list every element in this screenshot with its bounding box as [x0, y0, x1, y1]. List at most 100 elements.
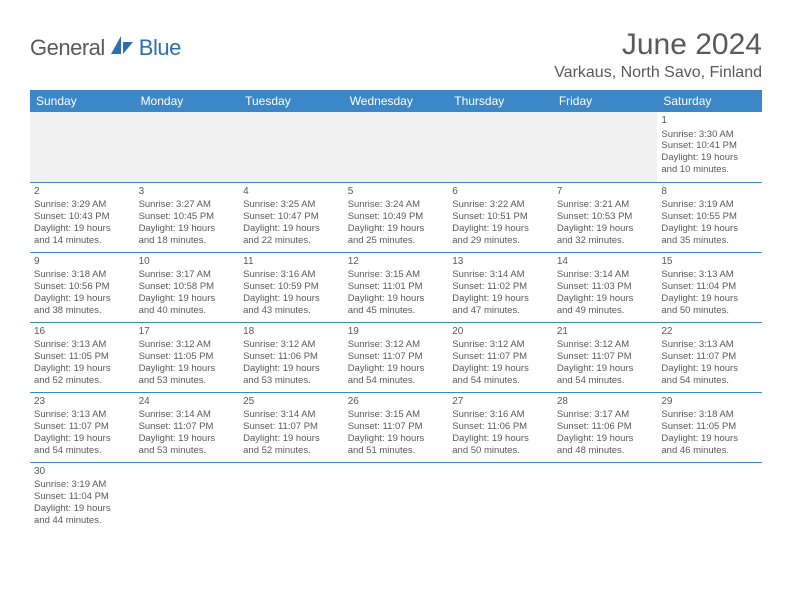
day-number: 3	[139, 186, 236, 199]
calendar-cell: 15Sunrise: 3:13 AMSunset: 11:04 PMDaylig…	[657, 252, 762, 322]
day-info-line: and 49 minutes.	[557, 305, 654, 317]
day-number: 20	[452, 326, 549, 339]
day-info-line: Sunrise: 3:13 AM	[34, 339, 131, 351]
day-info-line: Daylight: 19 hours	[348, 293, 445, 305]
day-info-line: and 54 minutes.	[661, 375, 758, 387]
calendar-cell: 10Sunrise: 3:17 AMSunset: 10:58 PMDaylig…	[135, 252, 240, 322]
day-info-line: and 54 minutes.	[557, 375, 654, 387]
day-info-line: Sunrise: 3:18 AM	[661, 409, 758, 421]
day-number: 30	[34, 466, 131, 479]
day-header: Wednesday	[344, 90, 449, 112]
day-info-line: Daylight: 19 hours	[661, 433, 758, 445]
month-title: June 2024	[554, 28, 762, 62]
day-number: 7	[557, 186, 654, 199]
day-info-line: Daylight: 19 hours	[139, 363, 236, 375]
day-number: 13	[452, 256, 549, 269]
day-number: 2	[34, 186, 131, 199]
day-info-line: Sunrise: 3:14 AM	[452, 269, 549, 281]
day-info-line: Daylight: 19 hours	[139, 223, 236, 235]
day-number: 19	[348, 326, 445, 339]
calendar-cell	[30, 112, 135, 182]
day-info-line: Daylight: 19 hours	[348, 223, 445, 235]
day-info-line: Sunset: 10:59 PM	[243, 281, 340, 293]
calendar-cell: 28Sunrise: 3:17 AMSunset: 11:06 PMDaylig…	[553, 392, 658, 462]
day-header: Thursday	[448, 90, 553, 112]
day-info-line: Sunset: 10:53 PM	[557, 211, 654, 223]
calendar-cell	[553, 112, 658, 182]
day-info-line: and 32 minutes.	[557, 235, 654, 247]
day-info-line: and 45 minutes.	[348, 305, 445, 317]
day-info-line: and 50 minutes.	[661, 305, 758, 317]
day-info-line: and 52 minutes.	[243, 445, 340, 457]
day-info-line: Daylight: 19 hours	[34, 363, 131, 375]
calendar-week-row: 2Sunrise: 3:29 AMSunset: 10:43 PMDayligh…	[30, 182, 762, 252]
day-info-line: Sunset: 10:43 PM	[34, 211, 131, 223]
calendar-cell: 24Sunrise: 3:14 AMSunset: 11:07 PMDaylig…	[135, 392, 240, 462]
calendar-week-row: 16Sunrise: 3:13 AMSunset: 11:05 PMDaylig…	[30, 322, 762, 392]
day-number: 1	[661, 115, 758, 128]
calendar-cell: 12Sunrise: 3:15 AMSunset: 11:01 PMDaylig…	[344, 252, 449, 322]
day-header: Saturday	[657, 90, 762, 112]
day-info-line: Sunrise: 3:12 AM	[243, 339, 340, 351]
day-info-line: Sunset: 11:07 PM	[348, 421, 445, 433]
day-info-line: Sunrise: 3:19 AM	[34, 479, 131, 491]
day-info-line: Daylight: 19 hours	[243, 363, 340, 375]
calendar-week-row: 9Sunrise: 3:18 AMSunset: 10:56 PMDayligh…	[30, 252, 762, 322]
day-info-line: Daylight: 19 hours	[452, 223, 549, 235]
calendar-cell: 14Sunrise: 3:14 AMSunset: 11:03 PMDaylig…	[553, 252, 658, 322]
calendar-cell: 2Sunrise: 3:29 AMSunset: 10:43 PMDayligh…	[30, 182, 135, 252]
day-info-line: Sunset: 11:07 PM	[34, 421, 131, 433]
day-info-line: Sunset: 11:05 PM	[139, 351, 236, 363]
calendar-cell: 19Sunrise: 3:12 AMSunset: 11:07 PMDaylig…	[344, 322, 449, 392]
calendar-cell: 9Sunrise: 3:18 AMSunset: 10:56 PMDayligh…	[30, 252, 135, 322]
calendar-week-row: 1Sunrise: 3:30 AMSunset: 10:41 PMDayligh…	[30, 112, 762, 182]
day-info-line: Daylight: 19 hours	[139, 433, 236, 445]
day-info-line: Sunset: 11:07 PM	[348, 351, 445, 363]
calendar-week-row: 23Sunrise: 3:13 AMSunset: 11:07 PMDaylig…	[30, 392, 762, 462]
calendar-cell	[344, 462, 449, 532]
day-info-line: Daylight: 19 hours	[661, 223, 758, 235]
brand-logo: General Blue	[30, 34, 181, 61]
calendar-cell: 17Sunrise: 3:12 AMSunset: 11:05 PMDaylig…	[135, 322, 240, 392]
day-info-line: Sunrise: 3:15 AM	[348, 269, 445, 281]
calendar-cell	[448, 112, 553, 182]
day-info-line: Sunset: 11:07 PM	[661, 351, 758, 363]
day-number: 4	[243, 186, 340, 199]
day-info-line: Sunset: 10:45 PM	[139, 211, 236, 223]
day-info-line: and 47 minutes.	[452, 305, 549, 317]
day-info-line: Daylight: 19 hours	[661, 363, 758, 375]
day-info-line: Sunset: 11:07 PM	[452, 351, 549, 363]
day-header: Sunday	[30, 90, 135, 112]
day-info-line: and 29 minutes.	[452, 235, 549, 247]
calendar-cell: 25Sunrise: 3:14 AMSunset: 11:07 PMDaylig…	[239, 392, 344, 462]
day-info-line: Sunrise: 3:12 AM	[139, 339, 236, 351]
day-info-line: Sunset: 11:06 PM	[243, 351, 340, 363]
day-info-line: Sunrise: 3:14 AM	[243, 409, 340, 421]
day-info-line: and 53 minutes.	[243, 375, 340, 387]
calendar-cell	[135, 112, 240, 182]
day-info-line: and 40 minutes.	[139, 305, 236, 317]
day-info-line: Daylight: 19 hours	[348, 433, 445, 445]
day-number: 24	[139, 396, 236, 409]
calendar-cell: 20Sunrise: 3:12 AMSunset: 11:07 PMDaylig…	[448, 322, 553, 392]
day-number: 8	[661, 186, 758, 199]
day-info-line: Daylight: 19 hours	[139, 293, 236, 305]
day-info-line: and 46 minutes.	[661, 445, 758, 457]
day-info-line: Sunrise: 3:27 AM	[139, 199, 236, 211]
calendar-cell: 30Sunrise: 3:19 AMSunset: 11:04 PMDaylig…	[30, 462, 135, 532]
day-info-line: Sunset: 10:41 PM	[661, 140, 758, 152]
day-header-row: Sunday Monday Tuesday Wednesday Thursday…	[30, 90, 762, 112]
day-number: 11	[243, 256, 340, 269]
calendar-cell: 16Sunrise: 3:13 AMSunset: 11:05 PMDaylig…	[30, 322, 135, 392]
day-info-line: Daylight: 19 hours	[34, 433, 131, 445]
day-info-line: and 10 minutes.	[661, 164, 758, 176]
calendar-cell: 29Sunrise: 3:18 AMSunset: 11:05 PMDaylig…	[657, 392, 762, 462]
day-info-line: and 54 minutes.	[348, 375, 445, 387]
calendar-cell: 7Sunrise: 3:21 AMSunset: 10:53 PMDayligh…	[553, 182, 658, 252]
day-number: 21	[557, 326, 654, 339]
day-info-line: Sunset: 11:04 PM	[34, 491, 131, 503]
day-info-line: Sunrise: 3:15 AM	[348, 409, 445, 421]
day-number: 25	[243, 396, 340, 409]
calendar-cell: 3Sunrise: 3:27 AMSunset: 10:45 PMDayligh…	[135, 182, 240, 252]
day-info-line: Sunrise: 3:21 AM	[557, 199, 654, 211]
